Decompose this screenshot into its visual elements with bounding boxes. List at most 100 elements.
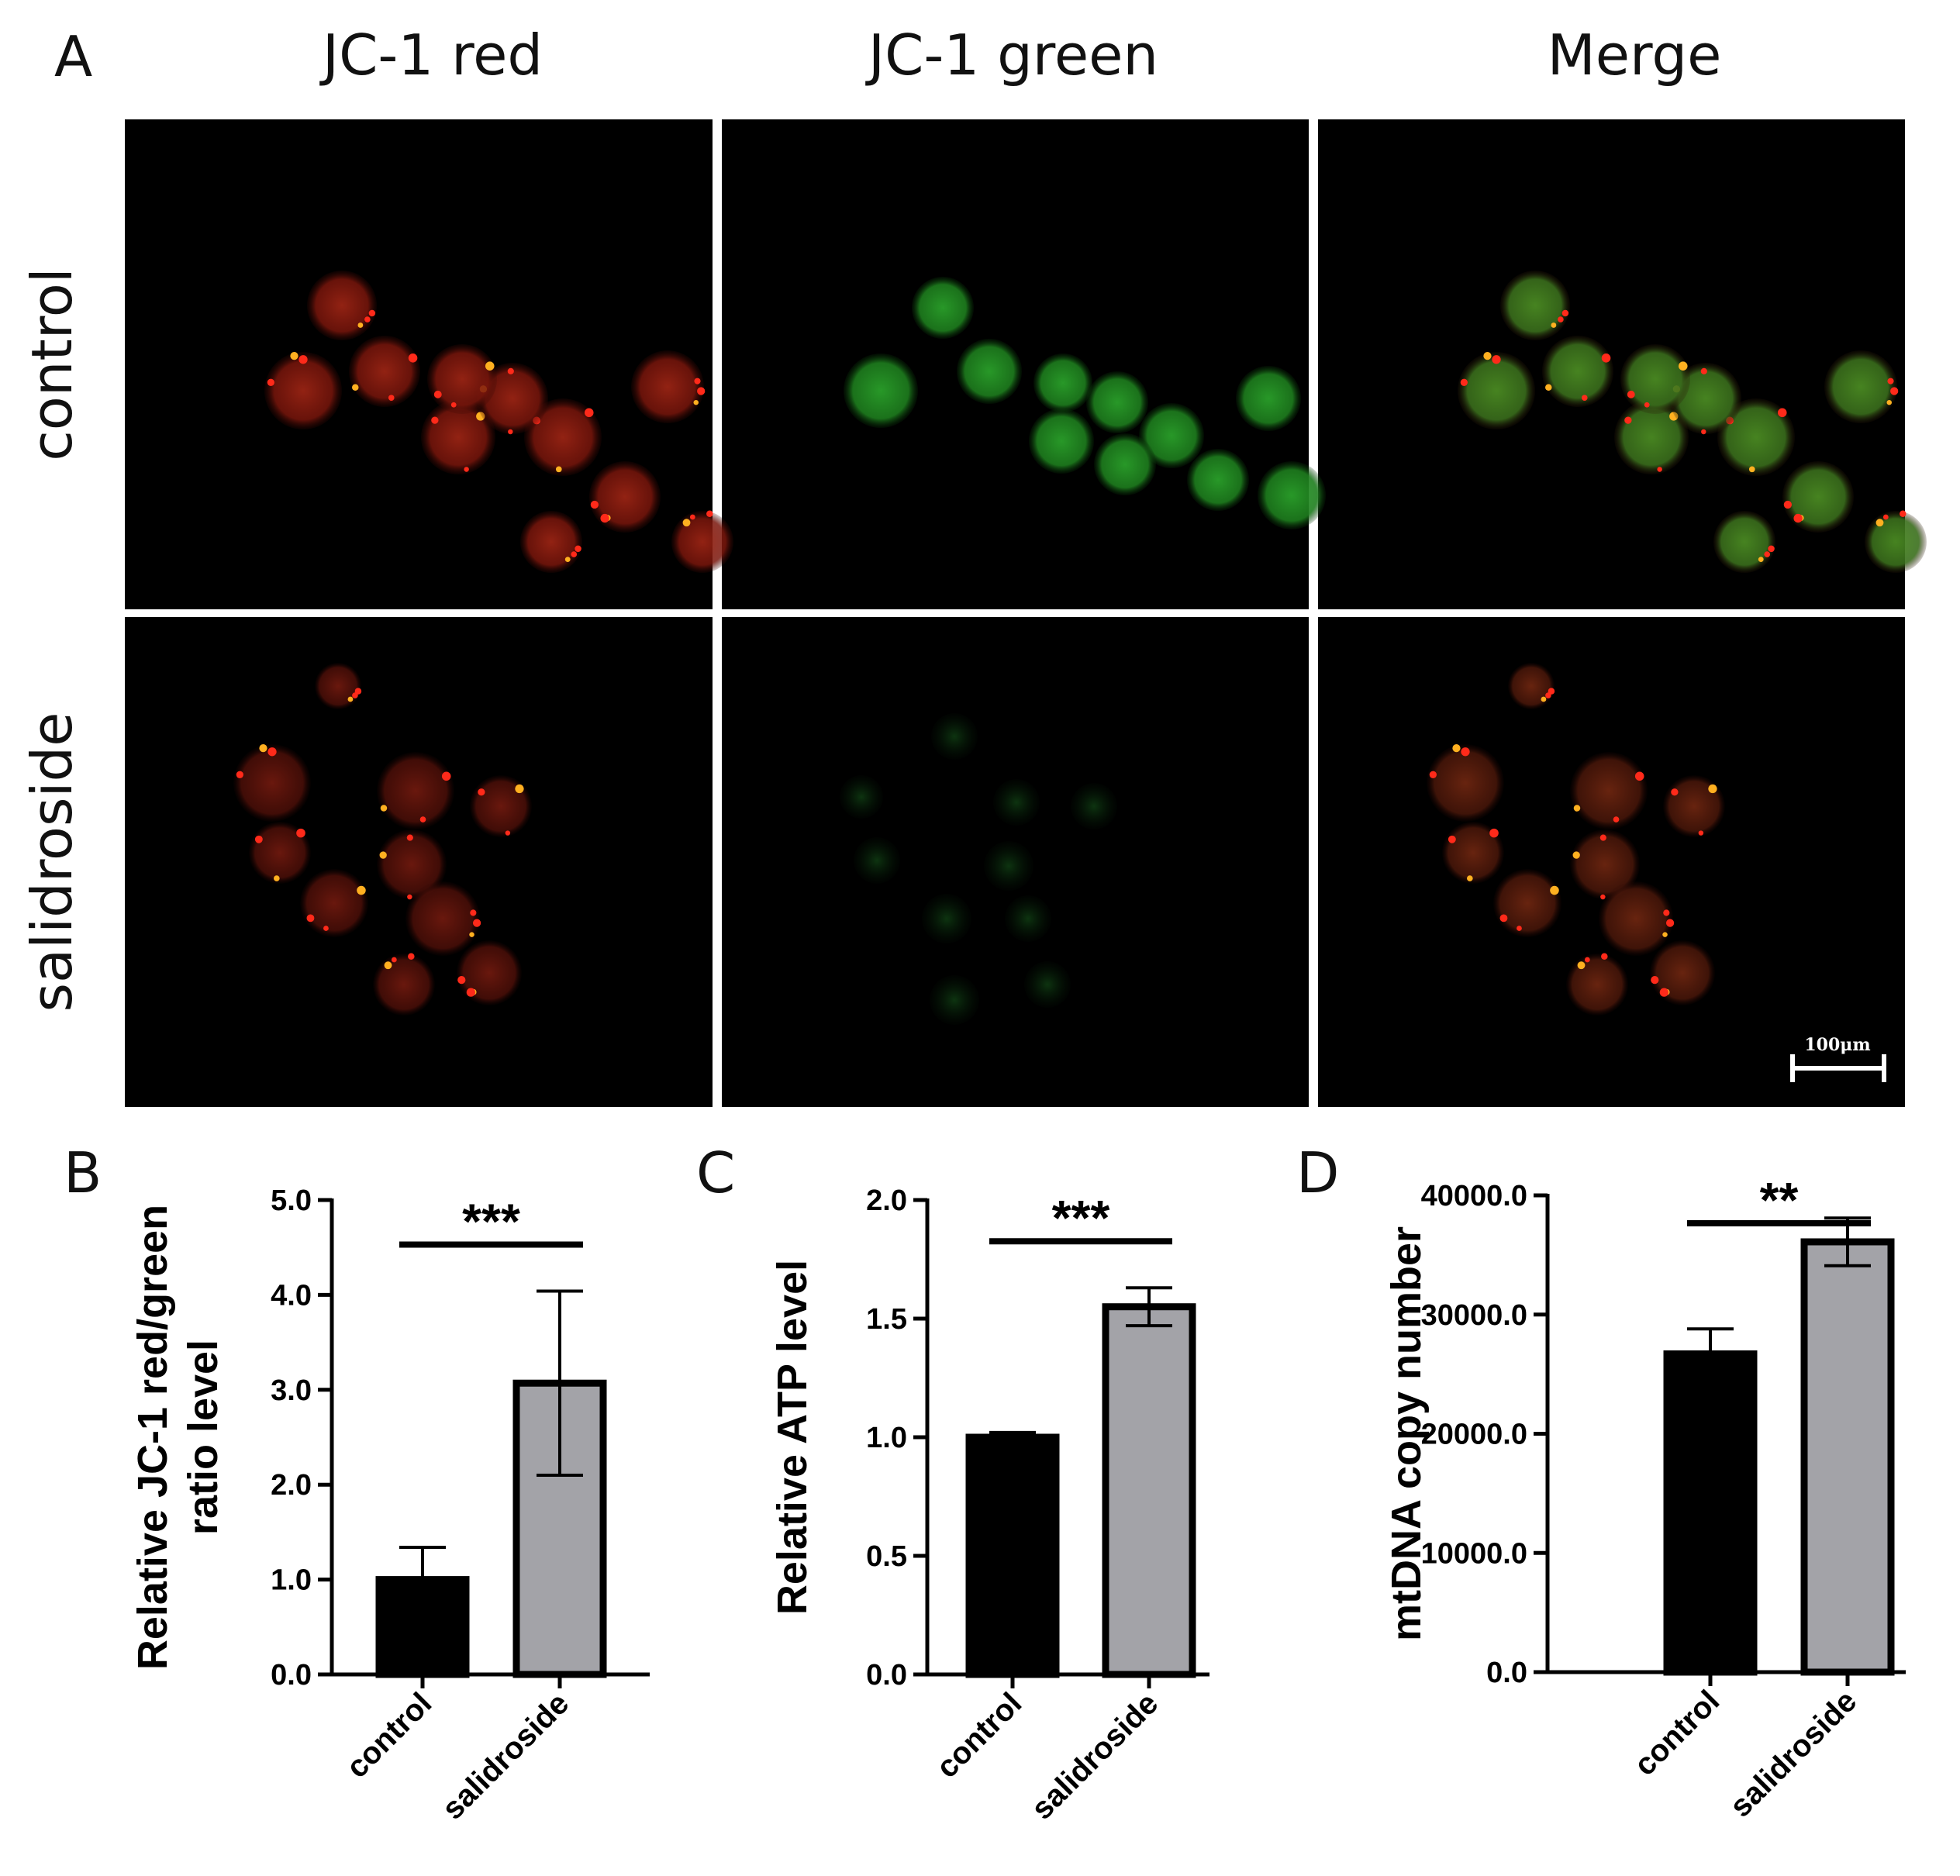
mito-spot [1657,467,1662,472]
cell [1713,511,1775,573]
y-tick-label: 2.0 [866,1185,907,1217]
mito-spot [1558,316,1564,322]
mito-spot [1499,914,1508,922]
mito-spot [1551,322,1557,328]
cell [1442,822,1504,884]
cell [1566,954,1628,1016]
mito-spot [555,466,562,473]
bar-salidroside [1102,1303,1196,1678]
cell [1005,895,1051,942]
mito-spot [470,909,477,916]
mito-spot [1599,834,1606,841]
bar-control [965,1433,1060,1678]
mito-spot [564,557,571,563]
cell [377,752,454,829]
cell [589,461,661,533]
y-tick-label: 0.5 [866,1540,907,1573]
mito-spot [584,408,594,418]
cell [1620,344,1690,414]
mito-spot [384,961,392,970]
cell [1717,398,1795,476]
panel-a-letter: A [54,24,92,89]
cell [922,894,971,943]
x-tick-label: control [930,1686,1028,1785]
mito-spot [1550,885,1559,895]
mito-spot [1492,355,1501,364]
y-axis-title-line-1: Relative JC-1 red/green [129,1205,176,1670]
cell [854,837,900,884]
mito-spot [254,835,263,843]
cell [912,277,974,339]
cell [1139,403,1204,468]
cell [470,775,532,837]
mito-spot [1541,696,1547,702]
mito-spot [1700,367,1707,374]
x-tick-label: control [1627,1684,1726,1782]
mito-spot [1601,953,1608,960]
mito-spot [1634,771,1644,781]
cell [993,779,1040,826]
mito-spot [1701,429,1706,435]
mito-spot [1467,875,1473,881]
mito-spot [1764,551,1771,557]
mito-spot [352,384,359,391]
mito-spot [507,367,514,374]
cell [249,822,311,884]
y-tick-label: 4.0 [271,1279,312,1312]
y-tick-label: 0.0 [866,1659,907,1692]
y-tick-label: 1.5 [866,1303,907,1336]
mito-spot [1600,894,1606,900]
mito-spot [379,851,387,859]
y-tick-label: 1.0 [866,1422,907,1454]
mito-spot [682,519,691,527]
mito-spot [464,467,469,472]
mito-spot [380,805,388,812]
panel-c-letter: C [696,1140,735,1205]
cell [1824,350,1897,423]
mito-spot [706,510,713,517]
mito-spot [1644,402,1650,408]
scale-bar: 100μm [1790,1035,1886,1082]
cell [1458,352,1535,429]
mito-spot [259,744,267,753]
mito-spot [1777,408,1787,418]
row-title-salidroside: salidroside [19,712,85,1012]
mito-spot [485,361,495,371]
panel-b-letter: B [64,1140,102,1205]
mito-spot [1887,378,1894,385]
cell [264,352,342,429]
mito-spot [1671,788,1679,796]
mito-spot [1659,988,1669,997]
cell [1086,371,1148,433]
mito-spot [1875,519,1884,527]
mito-spot [274,875,280,881]
cell [315,663,361,709]
mito-spot [450,402,457,408]
mito-spot [267,378,275,386]
mito-spot [290,352,298,360]
x-tick-label: salidroside [1025,1686,1165,1826]
mito-spot [306,914,315,922]
significance-label: ** [1760,1172,1799,1228]
y-tick-label: 5.0 [271,1185,312,1217]
chart-b-jc1-ratio: 0.0 1.0 2.0 3.0 4.0 5.0 Relative JC-1 red/gree… [129,1185,650,1826]
mito-spot [1678,361,1688,371]
y-tick-label: 0.0 [271,1659,312,1692]
mito-spot [1627,390,1635,398]
cell [349,336,420,407]
cell [1427,744,1504,822]
mito-spot [357,322,364,328]
mito-spot [505,830,511,836]
cell [520,511,582,573]
cell [1236,366,1301,431]
cell [1542,336,1613,407]
mito-spot [472,919,481,927]
y-tick-label: 30000.0 [1421,1299,1527,1332]
mito-spot [1461,747,1470,757]
y-tick-label: 2.0 [271,1469,312,1502]
mito-spot [689,514,695,520]
mito-spot [406,834,413,841]
bar-salidroside [512,1379,607,1678]
mito-spot [469,932,474,937]
